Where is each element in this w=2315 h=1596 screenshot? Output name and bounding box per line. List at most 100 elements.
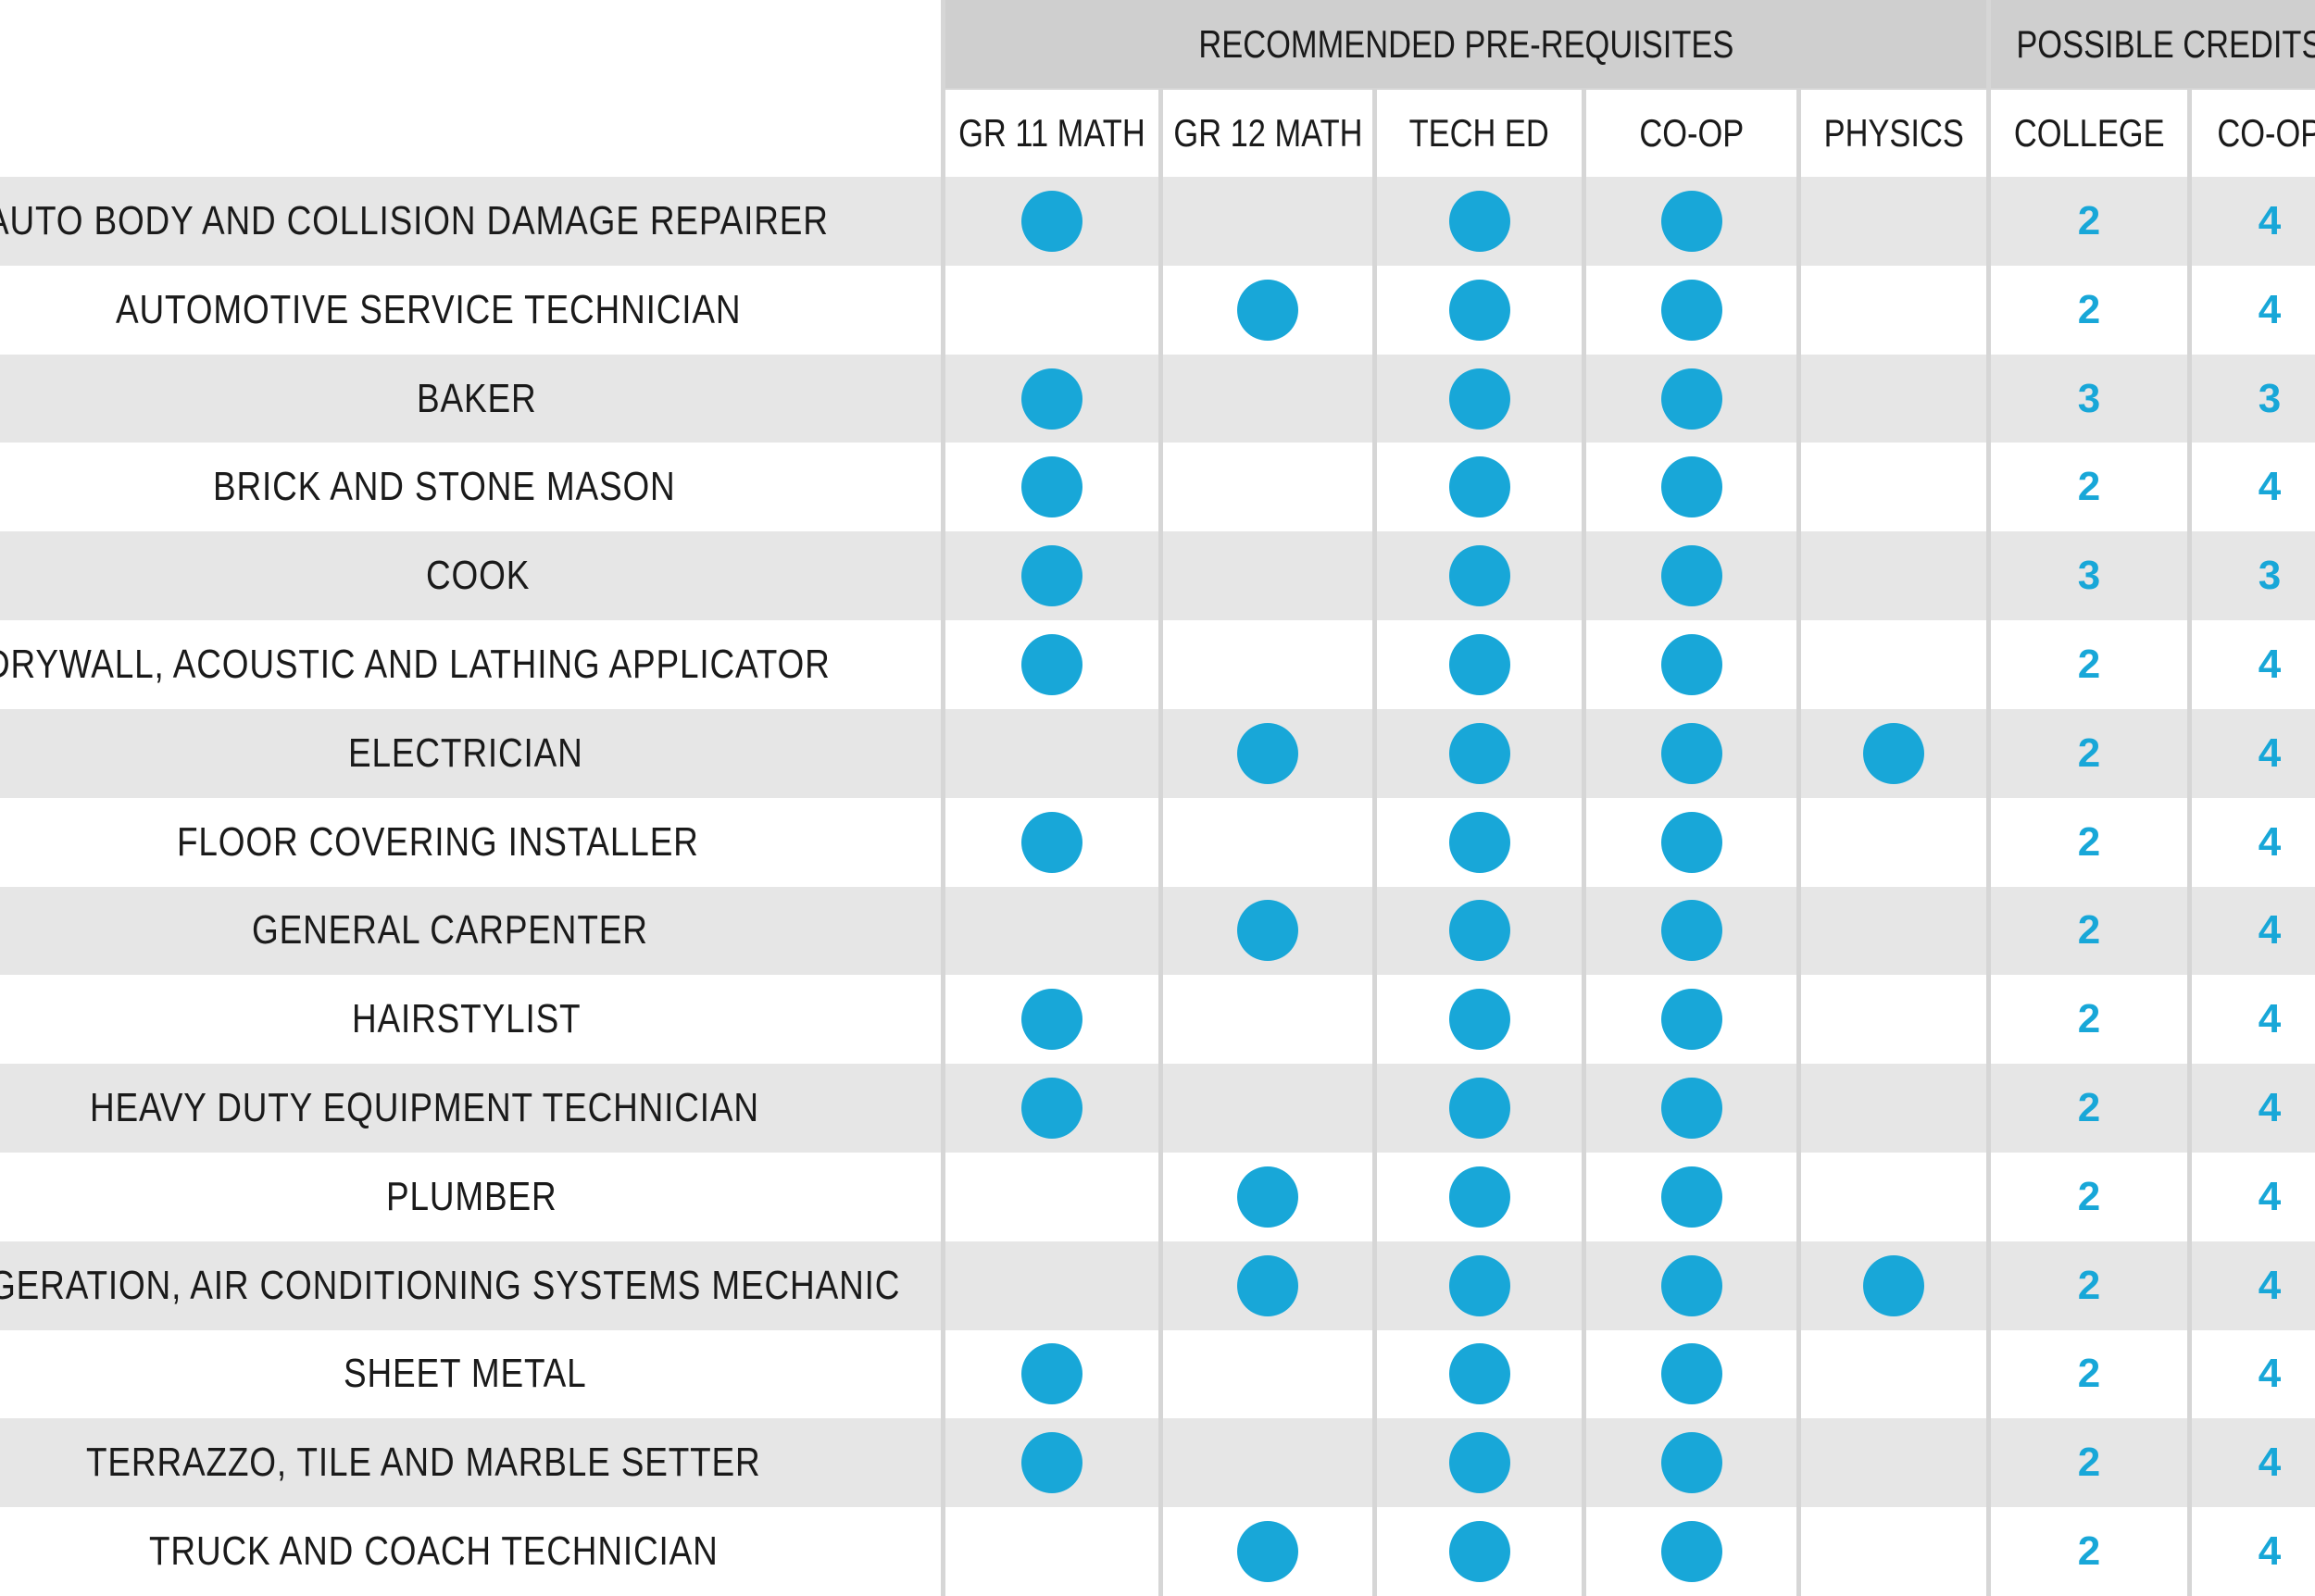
prerequisite-cell bbox=[1163, 1418, 1372, 1508]
trade-name-cell: FLOOR COVERING INSTALLER bbox=[0, 797, 941, 887]
coop-credits-cell: 4 bbox=[2192, 975, 2315, 1065]
prerequisite-cell bbox=[1801, 1241, 1986, 1330]
prerequisite-cell bbox=[1586, 443, 1796, 532]
prerequisite-dot-icon bbox=[1237, 279, 1298, 341]
column-header-label: PHYSICS bbox=[1823, 111, 1964, 155]
prerequisite-cell bbox=[945, 265, 1158, 355]
college-credits-cell: 2 bbox=[1991, 1329, 2187, 1419]
column-header-label: GR 12 MATH bbox=[1172, 111, 1363, 155]
prerequisite-cell bbox=[1801, 1418, 1986, 1508]
college-credits-value: 2 bbox=[2077, 1085, 2101, 1131]
college-credits-value: 2 bbox=[2077, 197, 2101, 243]
prerequisite-dot-icon bbox=[1448, 1254, 1510, 1316]
prerequisite-cell bbox=[1801, 1064, 1986, 1153]
college-credits-value: 2 bbox=[2077, 818, 2101, 865]
corner-blank bbox=[0, 0, 941, 88]
coop-credits-value: 4 bbox=[2258, 197, 2282, 243]
prerequisite-cell bbox=[1163, 886, 1372, 976]
college-credits-value: 2 bbox=[2077, 1440, 2101, 1486]
coop-credits-value: 4 bbox=[2258, 1440, 2282, 1486]
trade-name-cell: PLUMBER bbox=[0, 1152, 941, 1241]
prerequisite-dot-icon bbox=[1448, 1432, 1510, 1494]
college-credits-cell: 2 bbox=[1991, 1418, 2187, 1508]
trade-name-cell: HAIRSTYLIST bbox=[0, 975, 941, 1065]
coop-credits-cell: 4 bbox=[2192, 1152, 2315, 1241]
coop-credits-value: 4 bbox=[2258, 1528, 2282, 1575]
prerequisite-dot-icon bbox=[1448, 989, 1510, 1051]
prerequisite-dot-icon bbox=[1660, 368, 1722, 430]
trade-name: HAIRSTYLIST bbox=[351, 996, 582, 1042]
prerequisite-dot-icon bbox=[1237, 1254, 1298, 1316]
trade-name: COOK bbox=[426, 553, 531, 599]
coop-credits-value: 4 bbox=[2258, 464, 2282, 510]
prerequisite-dot-icon bbox=[1660, 900, 1722, 962]
prerequisite-dot-icon bbox=[1021, 1343, 1082, 1405]
column-header-gr11-math: GR 11 MATH bbox=[945, 88, 1158, 177]
prerequisite-cell bbox=[1163, 620, 1372, 709]
trade-name: PLUMBER bbox=[386, 1173, 557, 1219]
trade-name-cell: AUTO BODY AND COLLISION DAMAGE REPAIRER bbox=[0, 177, 941, 266]
coop-credits-cell: 3 bbox=[2192, 354, 2315, 443]
prerequisite-cell bbox=[945, 1507, 1158, 1596]
prerequisite-cell bbox=[1801, 708, 1986, 798]
trade-name-cell: DRYWALL, ACOUSTIC AND LATHING APPLICATOR bbox=[0, 620, 941, 709]
coop-credits-value: 4 bbox=[2258, 286, 2282, 332]
group-header-prerequisites: RECOMMENDED PRE-REQUISITES bbox=[945, 0, 1986, 88]
prerequisite-cell bbox=[1163, 354, 1372, 443]
prerequisite-dot-icon bbox=[1660, 279, 1722, 341]
prerequisite-cell bbox=[945, 1064, 1158, 1153]
prerequisite-dot-icon bbox=[1660, 811, 1722, 873]
prerequisite-cell bbox=[1163, 1064, 1372, 1153]
trade-name: TERRAZZO, TILE AND MARBLE SETTER bbox=[86, 1440, 761, 1486]
prerequisite-dot-icon bbox=[1021, 456, 1082, 518]
prerequisite-cell bbox=[945, 443, 1158, 532]
prerequisite-dot-icon bbox=[1448, 279, 1510, 341]
prerequisite-dot-icon bbox=[1448, 1343, 1510, 1405]
prerequisite-cell bbox=[1377, 1064, 1582, 1153]
college-credits-cell: 2 bbox=[1991, 1241, 2187, 1330]
trade-name-cell: GENERAL CARPENTER bbox=[0, 886, 941, 976]
column-header-label: GR 11 MATH bbox=[958, 111, 1145, 155]
prerequisite-cell bbox=[945, 177, 1158, 266]
prerequisite-cell bbox=[1586, 797, 1796, 887]
college-credits-value: 2 bbox=[2077, 1351, 2101, 1397]
prerequisite-dot-icon bbox=[1448, 1521, 1510, 1583]
coop-credits-value: 4 bbox=[2258, 1085, 2282, 1131]
prerequisite-dot-icon bbox=[1448, 190, 1510, 252]
coop-credits-cell: 4 bbox=[2192, 1064, 2315, 1153]
trade-name-cell: TRUCK AND COACH TECHNICIAN bbox=[0, 1507, 941, 1596]
prerequisite-cell bbox=[1163, 797, 1372, 887]
college-credits-cell: 3 bbox=[1991, 354, 2187, 443]
prerequisite-dot-icon bbox=[1237, 1521, 1298, 1583]
coop-credits-value: 4 bbox=[2258, 729, 2282, 776]
prerequisite-dot-icon bbox=[1660, 989, 1722, 1051]
coop-credits-cell: 3 bbox=[2192, 531, 2315, 621]
college-credits-cell: 3 bbox=[1991, 531, 2187, 621]
prerequisite-cell bbox=[945, 886, 1158, 976]
prerequisite-dot-icon bbox=[1660, 1521, 1722, 1583]
group-header-credits-label: POSSIBLE CREDITS bbox=[2015, 21, 2315, 66]
college-credits-cell: 2 bbox=[1991, 797, 2187, 887]
group-header-prerequisites-label: RECOMMENDED PRE-REQUISITES bbox=[1198, 21, 1733, 66]
prerequisite-cell bbox=[1586, 531, 1796, 621]
trade-name-cell: REFRIGERATION, AIR CONDITIONING SYSTEMS … bbox=[0, 1241, 941, 1330]
prerequisite-dot-icon bbox=[1448, 545, 1510, 607]
trade-name-cell: TERRAZZO, TILE AND MARBLE SETTER bbox=[0, 1418, 941, 1508]
prerequisite-cell bbox=[1163, 1152, 1372, 1241]
college-credits-cell: 2 bbox=[1991, 708, 2187, 798]
prerequisite-dot-icon bbox=[1660, 722, 1722, 784]
prerequisite-cell bbox=[1586, 265, 1796, 355]
prerequisite-cell bbox=[1377, 797, 1582, 887]
prerequisite-dot-icon bbox=[1863, 1254, 1924, 1316]
college-credits-value: 2 bbox=[2077, 1262, 2101, 1308]
college-credits-cell: 2 bbox=[1991, 1507, 2187, 1596]
prerequisite-dot-icon bbox=[1021, 633, 1082, 695]
trade-name: REFRIGERATION, AIR CONDITIONING SYSTEMS … bbox=[0, 1262, 900, 1308]
prerequisite-dot-icon bbox=[1448, 722, 1510, 784]
prerequisite-cell bbox=[1586, 1418, 1796, 1508]
prerequisite-cell bbox=[1377, 1241, 1582, 1330]
prerequisite-cell bbox=[1377, 1152, 1582, 1241]
column-header-physics: PHYSICS bbox=[1801, 88, 1986, 177]
college-credits-value: 2 bbox=[2077, 907, 2101, 954]
prerequisite-cell bbox=[1377, 708, 1582, 798]
